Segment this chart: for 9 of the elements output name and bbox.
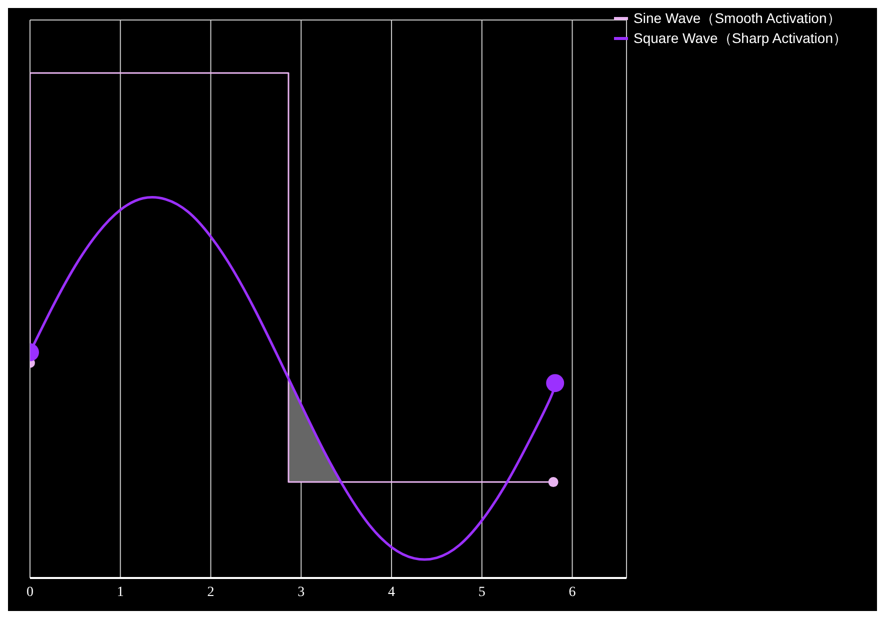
x-tick-label: 3 — [298, 584, 305, 600]
x-tick-label: 6 — [568, 584, 576, 600]
x-tick-label: 2 — [207, 584, 214, 600]
x-tick-label: 1 — [116, 584, 124, 600]
legend-label: Square Wave（Sharp Activation） — [634, 29, 847, 48]
x-tick-label: 0 — [26, 584, 34, 600]
x-tick-label: 5 — [478, 584, 486, 600]
x-tick-label: 4 — [388, 584, 396, 600]
legend-label: Sine Wave（Smooth Activation） — [634, 9, 841, 28]
